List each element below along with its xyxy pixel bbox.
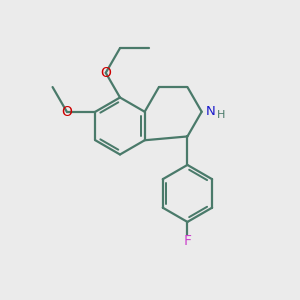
Text: H: H [217,110,226,120]
Text: O: O [100,66,111,80]
Text: F: F [183,234,191,248]
Text: N: N [205,105,215,118]
Text: O: O [61,105,72,119]
